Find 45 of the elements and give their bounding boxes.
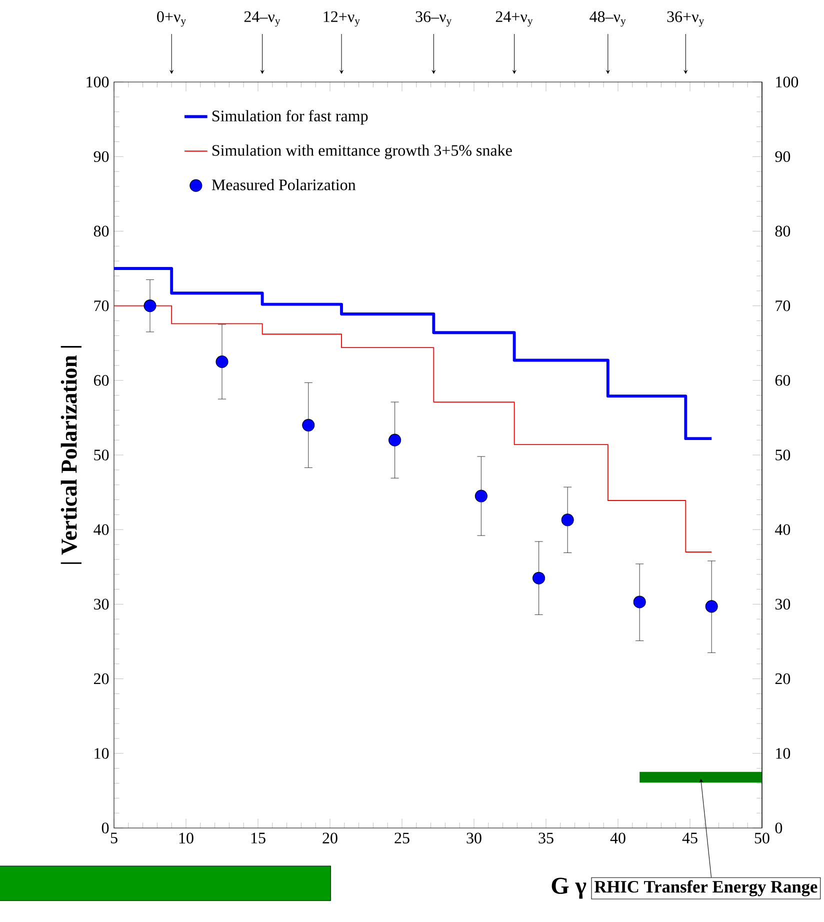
- y-tick-label: 0: [102, 822, 109, 834]
- x-tick-label: 35: [538, 832, 554, 844]
- x-tick-label: 20: [322, 832, 338, 844]
- y-axis-title: | Vertical Polarization |: [60, 346, 82, 564]
- y2-tick-label: 60: [775, 374, 790, 386]
- annotation: 36+ν$_{y}$: [667, 11, 704, 27]
- y-tick-label: 40: [94, 524, 109, 535]
- y-tick-label: 30: [94, 598, 109, 610]
- y-tick-label: 20: [94, 673, 109, 684]
- y2-tick-label: 70: [776, 300, 790, 312]
- y2-tick-label: 0: [775, 822, 782, 834]
- x-tick-label: 45: [682, 832, 698, 844]
- annotation: 12+ν$_{y}$: [324, 11, 360, 27]
- x-tick-label: 30: [466, 832, 482, 844]
- y-tick-label: 90: [94, 151, 109, 162]
- x-axis-title: G γ: [552, 878, 586, 899]
- annotation: 0+ν$_{y}$: [157, 11, 186, 27]
- y2-tick-label: 40: [775, 524, 790, 535]
- y2-tick-label: 50: [776, 450, 790, 460]
- x-tick-label: 5: [110, 832, 118, 844]
- legend-label: Measured Polarization: [212, 179, 356, 190]
- y2-tick-label: 30: [775, 598, 790, 610]
- y-tick-label: 80: [94, 226, 109, 237]
- x-tick-label: 15: [251, 832, 266, 844]
- y-tick-label: 60: [94, 374, 109, 386]
- y2-tick-label: 100: [776, 76, 798, 88]
- x-tick-label: 50: [754, 832, 770, 844]
- y-tick-label: 50: [94, 450, 109, 460]
- legend-label: Simulation with emittance growth 3+5% snake: [212, 144, 512, 160]
- x-tick-label: 10: [179, 832, 194, 844]
- y-tick-label: 10: [94, 748, 109, 759]
- y-tick-label: 70: [94, 300, 109, 312]
- annotation: 48–ν$_{y}$: [590, 11, 626, 27]
- annotation: 24+ν$_{y}$: [496, 11, 533, 27]
- x-tick-label: 25: [394, 832, 410, 844]
- x-tick-label: 40: [610, 832, 626, 844]
- text: RHIC Transfer Energy Range: [594, 880, 818, 896]
- y2-tick-label: 90: [775, 151, 790, 162]
- y-tick-label: 100: [86, 76, 109, 88]
- y2-tick-label: 80: [775, 226, 790, 237]
- legend-label: Simulation for fast ramp: [212, 110, 368, 125]
- annotation: 36–ν$_{y}$: [416, 11, 452, 27]
- annotation: 24–ν$_{y}$: [244, 11, 280, 27]
- y2-tick-label: 10: [776, 748, 790, 759]
- y2-tick-label: 20: [775, 673, 790, 684]
